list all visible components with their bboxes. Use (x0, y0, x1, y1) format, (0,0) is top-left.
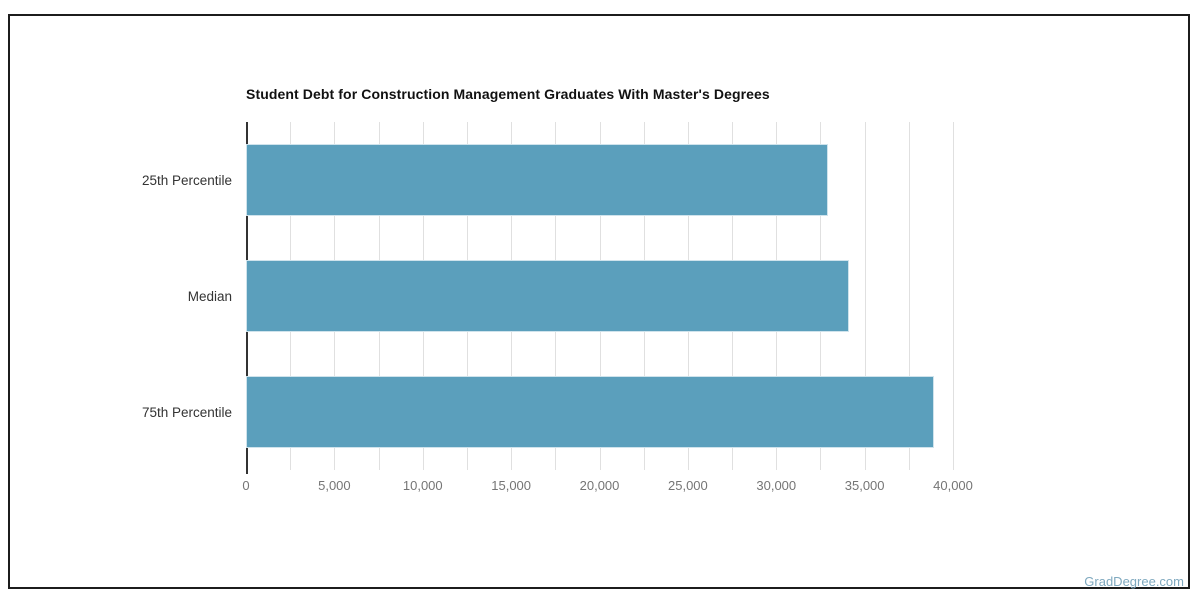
bar-rows: 25th Percentile Median 75th Percentile (30, 122, 1170, 470)
x-axis-tick-labels: 0 5,000 10,000 15,000 20,000 25,000 30,000 35,0… (242, 478, 1006, 498)
bar-row: 25th Percentile (30, 122, 1170, 238)
gridline (864, 122, 866, 470)
bar-row: 75th Percentile (30, 354, 1170, 470)
bar-row: Median (30, 238, 1170, 354)
x-tick-label: 40,000 (933, 478, 973, 493)
bar-25th-percentile (246, 144, 828, 216)
x-tick-label: 0 (242, 478, 250, 493)
category-label: 25th Percentile (141, 172, 232, 188)
x-tick-label: 25,000 (667, 478, 708, 493)
chart-title: Student Debt for Construction Management… (246, 86, 770, 102)
category-label: Median (187, 288, 232, 304)
graddegree-watermark-link[interactable]: GradDegree.com (1084, 574, 1184, 589)
bar-75th-percentile (246, 376, 934, 448)
x-tick-label: 10,000 (402, 478, 443, 493)
x-tick-label: 30,000 (756, 478, 797, 493)
gridline (908, 122, 910, 470)
x-tick-label: 15,000 (491, 478, 532, 493)
x-tick-label: 5,000 (318, 478, 351, 493)
x-tick-label: 20,000 (579, 478, 620, 493)
x-tick-label: 35,000 (844, 478, 885, 493)
category-label: 75th Percentile (141, 404, 232, 420)
bar-median (246, 260, 849, 332)
gridline (953, 122, 954, 470)
